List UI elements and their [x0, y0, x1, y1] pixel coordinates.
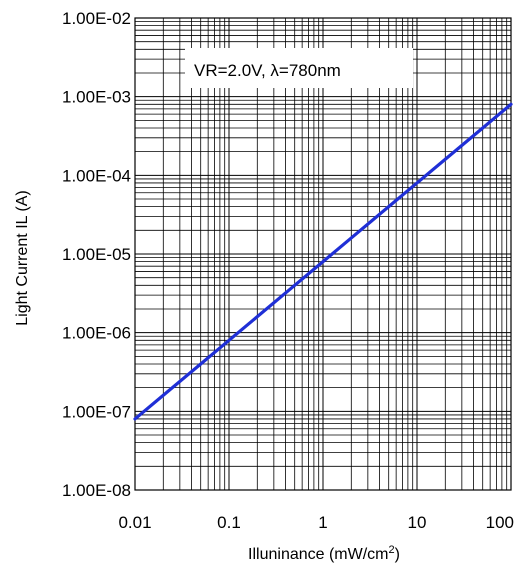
y-tick-label: 1.00E-08 — [62, 481, 131, 500]
y-axis-label: Light Current IL (A) — [14, 190, 31, 325]
y-tick-label: 1.00E-05 — [62, 245, 131, 264]
y-tick-labels: 1.00E-08 1.00E-07 1.00E-06 1.00E-05 1.00E-04… — [62, 9, 131, 500]
x-axis-label-suffix: ) — [395, 546, 400, 563]
plot-frame — [134, 17, 512, 491]
x-axis-label: Illuninance (mW/cm2) — [248, 544, 400, 563]
x-tick-label: 0.01 — [118, 513, 151, 532]
series-layer — [133, 102, 513, 421]
annotation-text: VR=2.0V, λ=780nm — [194, 61, 341, 80]
y-tick-label: 1.00E-02 — [62, 9, 131, 28]
y-tick-label: 1.00E-07 — [62, 402, 131, 421]
x-tick-label: 100 — [486, 513, 514, 532]
annotation-box: VR=2.0V, λ=780nm — [185, 48, 413, 88]
x-tick-label: 1 — [318, 513, 327, 532]
series-line-0 — [133, 102, 513, 421]
x-tick-label: 0.1 — [217, 513, 241, 532]
x-axis-label-superscript: 2 — [389, 544, 395, 556]
y-tick-label: 1.00E-03 — [62, 88, 131, 107]
y-tick-label: 1.00E-04 — [62, 166, 131, 185]
y-tick-label: 1.00E-06 — [62, 324, 131, 343]
x-tick-labels: 0.01 0.1 1 10 100 — [118, 513, 514, 532]
annotation-background — [185, 48, 413, 88]
x-tick-label: 10 — [408, 513, 427, 532]
x-axis-label-main: Illuninance (mW/cm — [248, 546, 388, 563]
